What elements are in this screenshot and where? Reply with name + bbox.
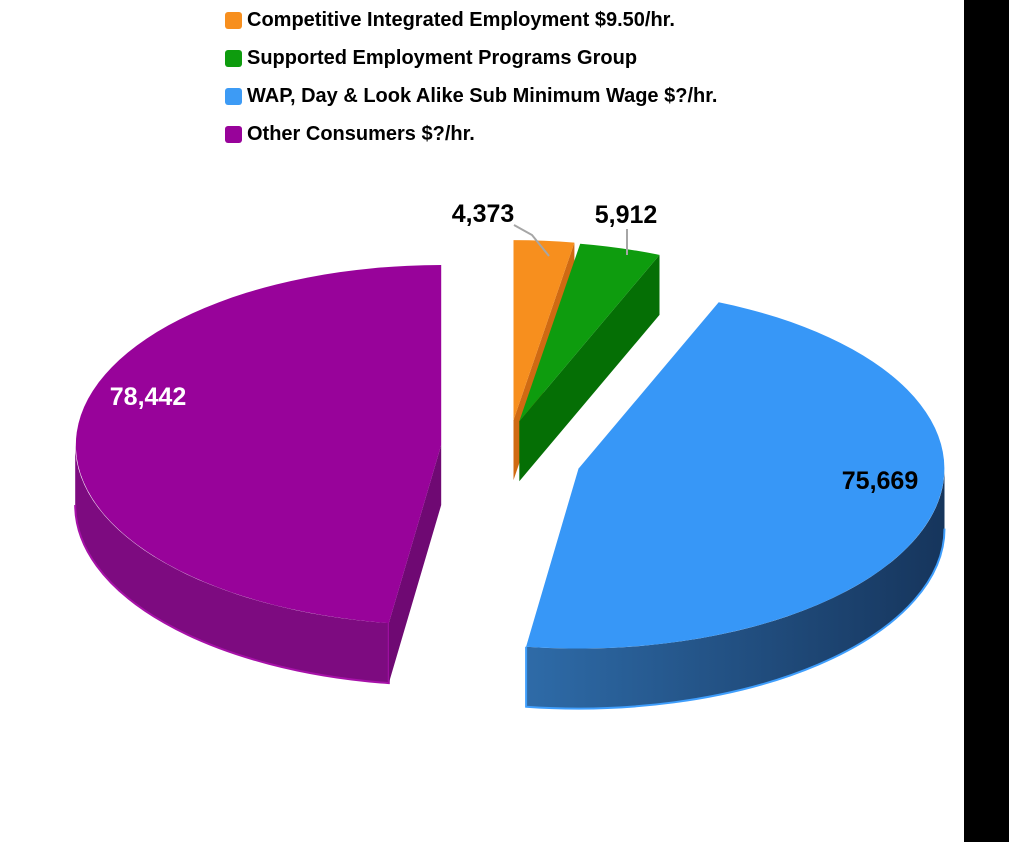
legend-item-other-consumers: Other Consumers $?/hr. (225, 122, 717, 146)
pie-slice-side-wap-day-lookalike-sub-minimum-wage (526, 468, 945, 709)
legend-swatch-blue (225, 87, 242, 105)
legend-label: WAP, Day & Look Alike Sub Minimum Wage $… (247, 84, 718, 107)
pie-slice-top-other-consumers (75, 265, 442, 624)
legend-swatch-green (225, 49, 242, 67)
legend-item-competitive-integrated-employment: Competitive Integrated Employment $9.50/… (225, 8, 717, 32)
legend-item-wap-day-lookalike: WAP, Day & Look Alike Sub Minimum Wage $… (225, 84, 717, 108)
pie-slice-top-competitive-integrated-employment (513, 240, 575, 421)
value-label: 78,442 (110, 383, 186, 411)
pie-slice-wall-other-consumers (388, 445, 442, 684)
chart-legend: Competitive Integrated Employment $9.50/… (225, 8, 717, 160)
pie-slice-wall-supported-employment-programs-group (519, 254, 660, 482)
value-label: 75,669 (842, 467, 918, 495)
legend-label: Competitive Integrated Employment $9.50/… (247, 8, 675, 31)
right-black-bar (964, 0, 1009, 842)
pie-slice-top-supported-employment-programs-group (519, 243, 660, 422)
value-label: 4,373 (452, 200, 515, 228)
pie-slice-top-wap-day-lookalike-sub-minimum-wage (526, 302, 945, 649)
legend-label: Supported Employment Programs Group (247, 46, 638, 69)
legend-item-supported-employment-programs: Supported Employment Programs Group (225, 46, 717, 70)
pie-rim-highlight-wap-day-lookalike-sub-minimum-wage (525, 528, 946, 710)
legend-swatch-purple (225, 125, 242, 143)
legend-swatch-orange (225, 11, 242, 29)
leader-line (513, 224, 550, 257)
pie-slice-side-other-consumers (75, 445, 389, 684)
legend-label: Other Consumers $?/hr. (247, 122, 475, 145)
pie-rim-highlight-other-consumers (74, 504, 390, 685)
value-label: 5,912 (595, 201, 658, 229)
